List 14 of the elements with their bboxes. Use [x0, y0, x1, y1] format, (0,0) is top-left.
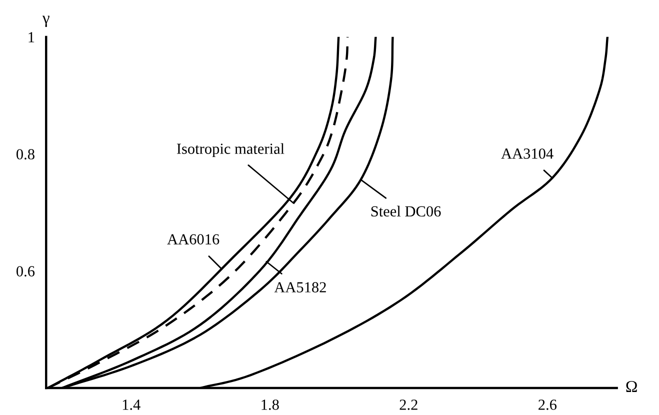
x-axis-title: Ω [626, 380, 637, 392]
y-tick-label: 0.8 [16, 149, 34, 160]
x-tick-label: 2.2 [400, 400, 418, 410]
y-axis-title: γ [42, 16, 50, 27]
annotation: AA5182 [274, 282, 326, 292]
y-tick-label: 1 [28, 32, 34, 42]
annotation: AA3104 [501, 148, 554, 159]
x-tick-label: 1.4 [122, 400, 140, 410]
annotation: Isotropic material [176, 143, 284, 158]
annotation: AA6016 [167, 234, 220, 244]
annotation: Steel DC06 [371, 206, 441, 217]
x-tick-label: 1.8 [262, 400, 279, 410]
x-tick-label: 2.6 [538, 400, 557, 410]
y-tick-label: 0.6 [16, 266, 35, 277]
